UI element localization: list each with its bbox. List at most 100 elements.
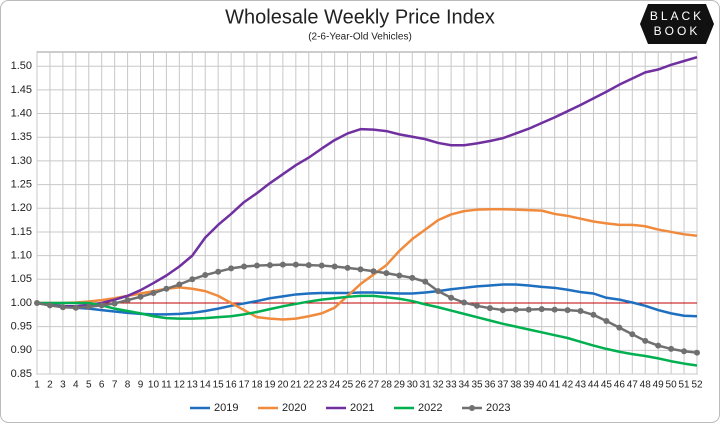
x-tick-label: 13 [187, 380, 199, 391]
x-tick-label: 11 [161, 380, 172, 391]
logo-box [640, 4, 714, 44]
logo-text: BLACK [650, 9, 704, 23]
data-point [279, 261, 286, 268]
y-tick-label: 1.20 [11, 202, 32, 214]
y-tick-label: 1.45 [11, 84, 32, 96]
data-point [655, 342, 662, 349]
y-tick-label: 0.85 [11, 368, 32, 380]
data-point [499, 307, 506, 314]
data-point [590, 311, 597, 318]
x-tick-label: 4 [73, 380, 79, 391]
data-point [512, 306, 519, 313]
y-tick-label: 1.05 [11, 273, 32, 285]
x-tick-label: 25 [342, 380, 354, 391]
data-point [525, 306, 532, 313]
series-line [37, 207, 698, 321]
series-line [37, 294, 698, 367]
x-tick-label: 42 [562, 380, 574, 391]
x-tick-label: 8 [125, 380, 131, 391]
data-point [163, 285, 170, 292]
x-tick-label: 7 [112, 380, 118, 391]
x-tick-label: 50 [666, 380, 678, 391]
data-point [292, 261, 299, 268]
data-point [422, 278, 429, 285]
x-tick-label: 44 [588, 380, 600, 391]
x-tick-label: 19 [264, 380, 276, 391]
series-line [36, 263, 698, 354]
data-point [59, 304, 66, 311]
x-tick-label: 30 [407, 380, 419, 391]
data-point [111, 300, 118, 307]
legend-marker [469, 405, 475, 411]
data-point [357, 266, 364, 273]
x-tick-label: 26 [355, 380, 367, 391]
data-point [486, 305, 493, 312]
plot-area [36, 51, 698, 375]
x-tick-label: 3 [60, 380, 66, 391]
x-tick-label: 41 [549, 380, 561, 391]
x-tick-label: 12 [174, 380, 186, 391]
data-point [85, 303, 92, 310]
series-line [36, 56, 698, 308]
y-tick-label: 1.25 [11, 178, 32, 190]
y-tick-label: 0.90 [11, 344, 32, 356]
data-point [370, 268, 377, 275]
x-tick-label: 24 [329, 380, 341, 391]
x-tick-label: 36 [484, 380, 496, 391]
x-tick-label: 5 [86, 380, 92, 391]
data-point [629, 331, 636, 338]
x-tick-label: 31 [420, 380, 432, 391]
x-tick-label: 49 [653, 380, 665, 391]
x-tick-label: 27 [368, 380, 380, 391]
data-point [435, 288, 442, 295]
legend-label: 2020 [282, 402, 306, 414]
data-point [551, 306, 558, 313]
x-tick-label: 43 [575, 380, 587, 391]
data-point [176, 281, 183, 288]
data-point [538, 306, 545, 313]
x-tick-label: 6 [99, 380, 105, 391]
x-tick-label: 2 [47, 380, 53, 391]
x-tick-label: 18 [251, 380, 263, 391]
x-tick-label: 14 [200, 380, 212, 391]
data-point [266, 262, 273, 269]
data-point [305, 262, 312, 269]
data-point [150, 290, 157, 297]
x-tick-label: 38 [510, 380, 522, 391]
data-point [668, 345, 675, 352]
data-point [46, 302, 53, 309]
data-point [241, 263, 248, 270]
y-tick-label: 1.30 [11, 155, 32, 167]
x-tick-label: 16 [226, 380, 238, 391]
legend-label: 2019 [214, 402, 238, 414]
x-tick-label: 33 [446, 380, 458, 391]
data-point [642, 337, 649, 344]
data-point [409, 274, 416, 281]
data-point [396, 272, 403, 279]
data-point [603, 317, 610, 324]
data-point [72, 304, 79, 311]
x-tick-label: 39 [523, 380, 535, 391]
x-tick-label: 51 [678, 380, 690, 391]
data-point [474, 302, 480, 309]
data-point [694, 349, 700, 356]
data-point [215, 268, 222, 275]
data-point [331, 263, 338, 270]
data-point [564, 307, 571, 314]
data-point [577, 308, 584, 315]
x-tick-label: 32 [433, 380, 445, 391]
x-tick-label: 40 [536, 380, 548, 391]
data-point [383, 270, 390, 277]
data-point [124, 297, 131, 304]
x-tick-label: 52 [691, 380, 703, 391]
x-tick-label: 28 [381, 380, 393, 391]
data-point [616, 324, 623, 331]
legend-label: 2023 [486, 402, 510, 414]
x-tick-label: 29 [394, 380, 406, 391]
x-tick-label: 45 [601, 380, 613, 391]
y-tick-label: 1.00 [11, 297, 32, 309]
x-tick-label: 1 [34, 380, 40, 391]
y-tick-label: 1.10 [11, 250, 32, 262]
x-tick-label: 21 [290, 380, 302, 391]
